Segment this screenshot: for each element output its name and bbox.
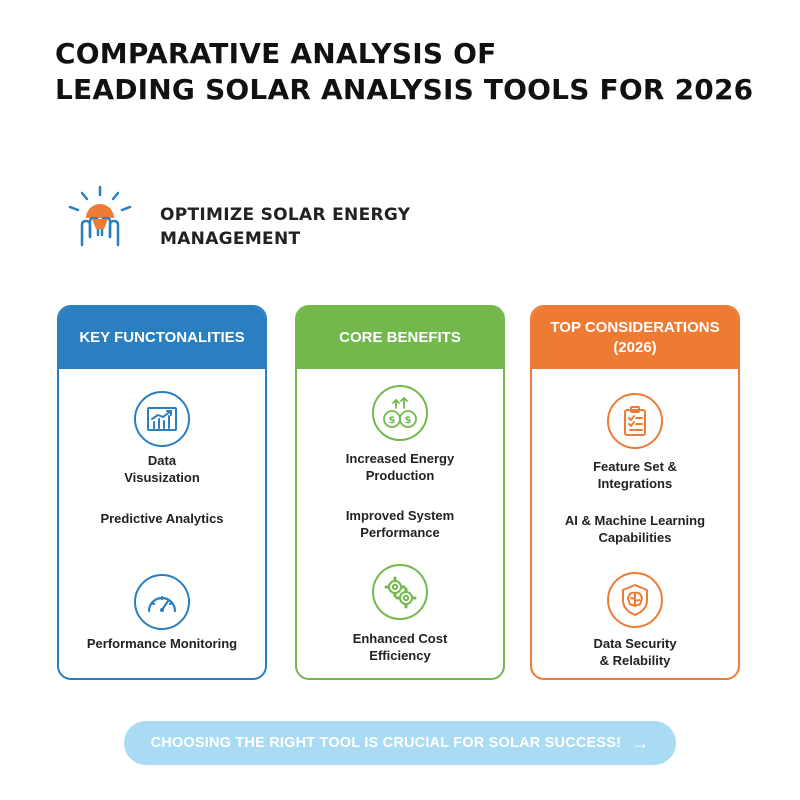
item-line: Performance xyxy=(360,525,440,540)
item-line: Production xyxy=(365,468,435,483)
item-line: Increased Energy xyxy=(345,451,455,466)
checklist-icon xyxy=(607,393,663,449)
list-item: Enhanced Cost Efficiency xyxy=(297,630,503,664)
chart-growth-icon xyxy=(134,391,190,447)
shield-brain-icon xyxy=(607,572,663,628)
list-item: Feature Set & Integrations xyxy=(532,458,738,492)
title-line-2: LEADING SOLAR ANALYSIS TOOLS FOR 2026 xyxy=(55,73,754,106)
card-top-considerations: TOP CONSIDERATIONS (2026) Feature Set & … xyxy=(530,305,740,680)
page-title: COMPARATIVE ANALYSIS OF LEADING SOLAR AN… xyxy=(55,36,775,108)
item-line: AI & Machine Learning xyxy=(564,513,706,528)
item-line: Visusization xyxy=(124,470,200,485)
list-item: Performance Monitoring xyxy=(59,635,265,652)
item-line: Improved System xyxy=(345,508,455,523)
svg-text:$: $ xyxy=(405,415,412,426)
card-header-label: (2026) xyxy=(613,339,657,356)
svg-text:$: $ xyxy=(389,415,396,426)
section-subtitle: OPTIMIZE SOLAR ENERGY MANAGEMENT xyxy=(160,203,460,251)
item-line: Feature Set & xyxy=(593,459,677,474)
item-line: Predictive Analytics xyxy=(100,511,224,526)
item-line: Data xyxy=(147,453,177,468)
list-item: Data Visusization xyxy=(59,452,265,486)
cta-label: CHOOSING THE RIGHT TOOL IS CRUCIAL FOR S… xyxy=(150,735,622,751)
gears-icon xyxy=(372,564,428,620)
item-line: Integrations xyxy=(597,476,673,491)
list-item: Increased Energy Production xyxy=(297,450,503,484)
card-core-benefits: CORE BENEFITS $ $ Increased Energy Produ… xyxy=(295,305,505,680)
item-line: Data Security xyxy=(593,636,677,651)
card-header-label: KEY FUNCTONALITIES xyxy=(79,329,245,346)
arrow-right-icon: → xyxy=(631,732,650,753)
card-header-label: CORE BENEFITS xyxy=(339,329,461,346)
money-growth-icon: $ $ xyxy=(372,385,428,441)
card-header: KEY FUNCTONALITIES xyxy=(59,307,265,369)
item-line: Efficiency xyxy=(369,648,431,663)
list-item: Data Security & Relability xyxy=(532,635,738,669)
title-line-1: COMPARATIVE ANALYSIS OF xyxy=(55,37,497,70)
cta-banner[interactable]: CHOOSING THE RIGHT TOOL IS CRUCIAL FOR S… xyxy=(124,721,676,765)
item-line: Capabilities xyxy=(598,530,672,545)
list-item: Improved System Performance xyxy=(297,507,503,541)
item-line: Performance Monitoring xyxy=(86,636,238,651)
item-line: & Relability xyxy=(599,653,671,668)
list-item: Predictive Analytics xyxy=(59,510,265,527)
subtitle-line-2: MANAGEMENT xyxy=(160,229,301,249)
card-key-functionalities: KEY FUNCTONALITIES Data Visusization Pre… xyxy=(57,305,267,680)
item-line: Enhanced Cost xyxy=(352,631,448,646)
gauge-icon xyxy=(134,574,190,630)
card-header-label: TOP CONSIDERATIONS xyxy=(550,319,720,336)
subtitle-line-1: OPTIMIZE SOLAR ENERGY xyxy=(160,205,411,225)
card-header: TOP CONSIDERATIONS (2026) xyxy=(532,307,738,369)
sun-hand-icon xyxy=(68,185,132,247)
card-header: CORE BENEFITS xyxy=(297,307,503,369)
list-item: AI & Machine Learning Capabilities xyxy=(532,512,738,546)
